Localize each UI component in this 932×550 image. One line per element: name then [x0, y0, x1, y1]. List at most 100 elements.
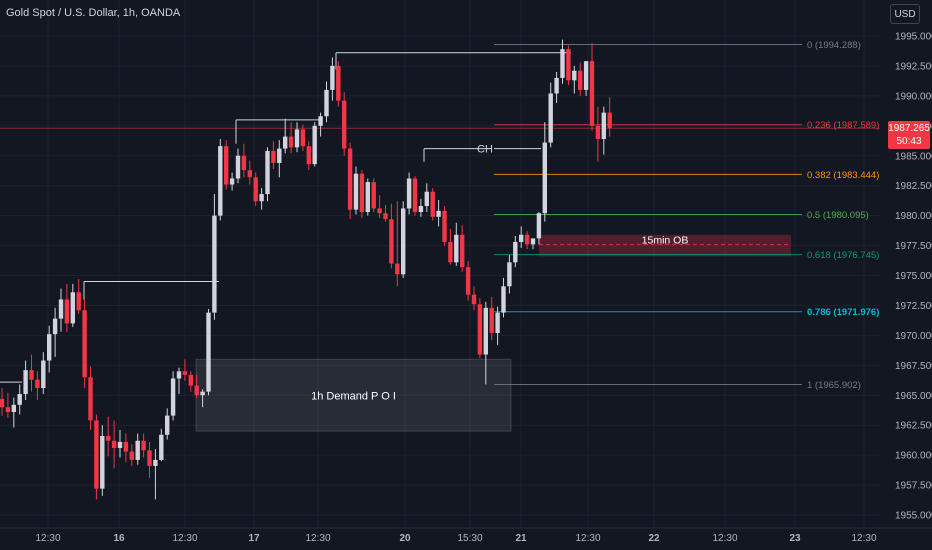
candle-body — [182, 371, 188, 375]
candle-body — [460, 234, 465, 268]
candle-body — [277, 148, 282, 163]
candle-body — [406, 178, 412, 209]
candle-body — [165, 415, 170, 435]
candle-body — [64, 299, 70, 324]
x-tick-label: 21 — [515, 533, 527, 544]
x-tick-label: 12:30 — [172, 533, 197, 544]
fib-level-label: 0.786 (1971.976) — [807, 307, 879, 318]
candle-body — [117, 441, 123, 448]
x-tick-label: 12:30 — [851, 533, 876, 544]
structure-lines — [0, 52, 571, 383]
candle-body — [383, 213, 388, 220]
candle-body — [477, 304, 483, 355]
y-tick-label: 1965.000 — [895, 391, 932, 402]
candle-body — [147, 450, 152, 466]
candle-body — [212, 215, 217, 313]
candle-body — [377, 208, 382, 214]
y-tick-label: 1982.500 — [895, 181, 932, 192]
candle-body — [288, 136, 294, 148]
candle-body — [330, 65, 335, 90]
candle-body — [601, 112, 606, 139]
candle-body — [418, 206, 424, 213]
candle-body — [401, 208, 406, 275]
candle-body — [548, 93, 553, 143]
candle-body — [153, 459, 158, 466]
candle-body — [265, 150, 270, 195]
x-tick-label: 20 — [399, 533, 411, 544]
candle-body — [312, 125, 317, 165]
candle-body — [554, 77, 559, 94]
bar-countdown: 50:43 — [896, 136, 922, 147]
candle-body — [159, 434, 164, 460]
fib-level-label: 0.5 (1980.095) — [807, 210, 869, 221]
candle-body — [224, 146, 229, 185]
candle-body — [448, 241, 453, 263]
candle-body — [106, 435, 111, 441]
candle-body — [176, 371, 182, 379]
y-tick-label: 1955.000 — [895, 511, 932, 522]
demand-zone-label: 1h Demand P O I — [311, 390, 396, 402]
y-tick-label: 1962.500 — [895, 421, 932, 432]
candle-body — [365, 182, 370, 213]
candle-body — [566, 49, 571, 81]
last-price-tag: 1987.265 50:43 — [888, 121, 930, 149]
candle-body — [589, 61, 595, 126]
candle-body — [324, 89, 329, 117]
fibonacci-retracement[interactable]: 0 (1994.288) 0.236 (1987.589) 0.382 (1983.… — [494, 40, 879, 391]
candle-body — [306, 146, 311, 165]
candle-body — [94, 420, 99, 489]
y-tick-label: 1977.500 — [895, 241, 932, 252]
x-tick-label: 15:30 — [457, 533, 482, 544]
y-tick-label: 1992.500 — [895, 61, 932, 72]
candle-body — [353, 173, 359, 210]
candle-body — [607, 112, 612, 129]
candle-body — [11, 404, 16, 413]
price-axis[interactable]: 1955.000 1957.500 1960.000 1962.500 1965.000… — [895, 32, 932, 522]
candle-body — [259, 194, 264, 202]
y-tick-label: 1957.500 — [895, 481, 932, 492]
candle-body — [82, 310, 87, 378]
candle-body — [111, 440, 117, 448]
candle-body — [336, 65, 341, 101]
order-block-zone — [539, 234, 791, 257]
time-axis[interactable]: 12:30 16 12:30 17 12:30 20 15:30 21 12:30 22 12:30… — [0, 527, 932, 544]
candle-body — [129, 451, 134, 460]
candle-body — [253, 177, 258, 202]
candle-body — [495, 312, 500, 333]
candle-body — [342, 100, 347, 149]
candle-body — [23, 370, 28, 395]
candle-body — [318, 116, 323, 126]
candle-body — [76, 292, 81, 311]
candle-body — [229, 178, 235, 185]
candle-body — [235, 155, 241, 179]
candle-body — [524, 234, 530, 245]
zones-layer — [195, 234, 791, 432]
candlestick-series — [0, 39, 612, 500]
demand-zone — [195, 358, 512, 432]
candle-body — [389, 219, 394, 264]
x-tick-label: 12:30 — [35, 533, 60, 544]
candle-body — [483, 307, 488, 355]
candle-body — [170, 378, 176, 416]
candle-body — [5, 407, 11, 413]
candle-body — [542, 142, 547, 214]
annotations: 1h Demand P O I 15min OB CH — [311, 144, 688, 403]
candle-body — [70, 292, 75, 324]
y-tick-label: 1970.000 — [895, 331, 932, 342]
candle-body — [536, 213, 542, 239]
y-tick-label: 1972.500 — [895, 301, 932, 312]
candle-body — [436, 210, 441, 217]
candle-body — [442, 210, 447, 242]
candle-body — [595, 125, 601, 139]
currency-button[interactable]: USD — [890, 4, 920, 24]
y-tick-label: 1995.000 — [895, 32, 932, 43]
fib-level-label: 0.618 (1976.745) — [807, 250, 879, 261]
candle-body — [347, 148, 353, 210]
candle-body — [519, 234, 524, 242]
candle-body — [218, 146, 223, 216]
candle-body — [88, 377, 93, 421]
x-tick-label: 12:30 — [575, 533, 600, 544]
candle-body — [41, 360, 46, 389]
fib-level-label: 0 (1994.288) — [807, 40, 861, 51]
